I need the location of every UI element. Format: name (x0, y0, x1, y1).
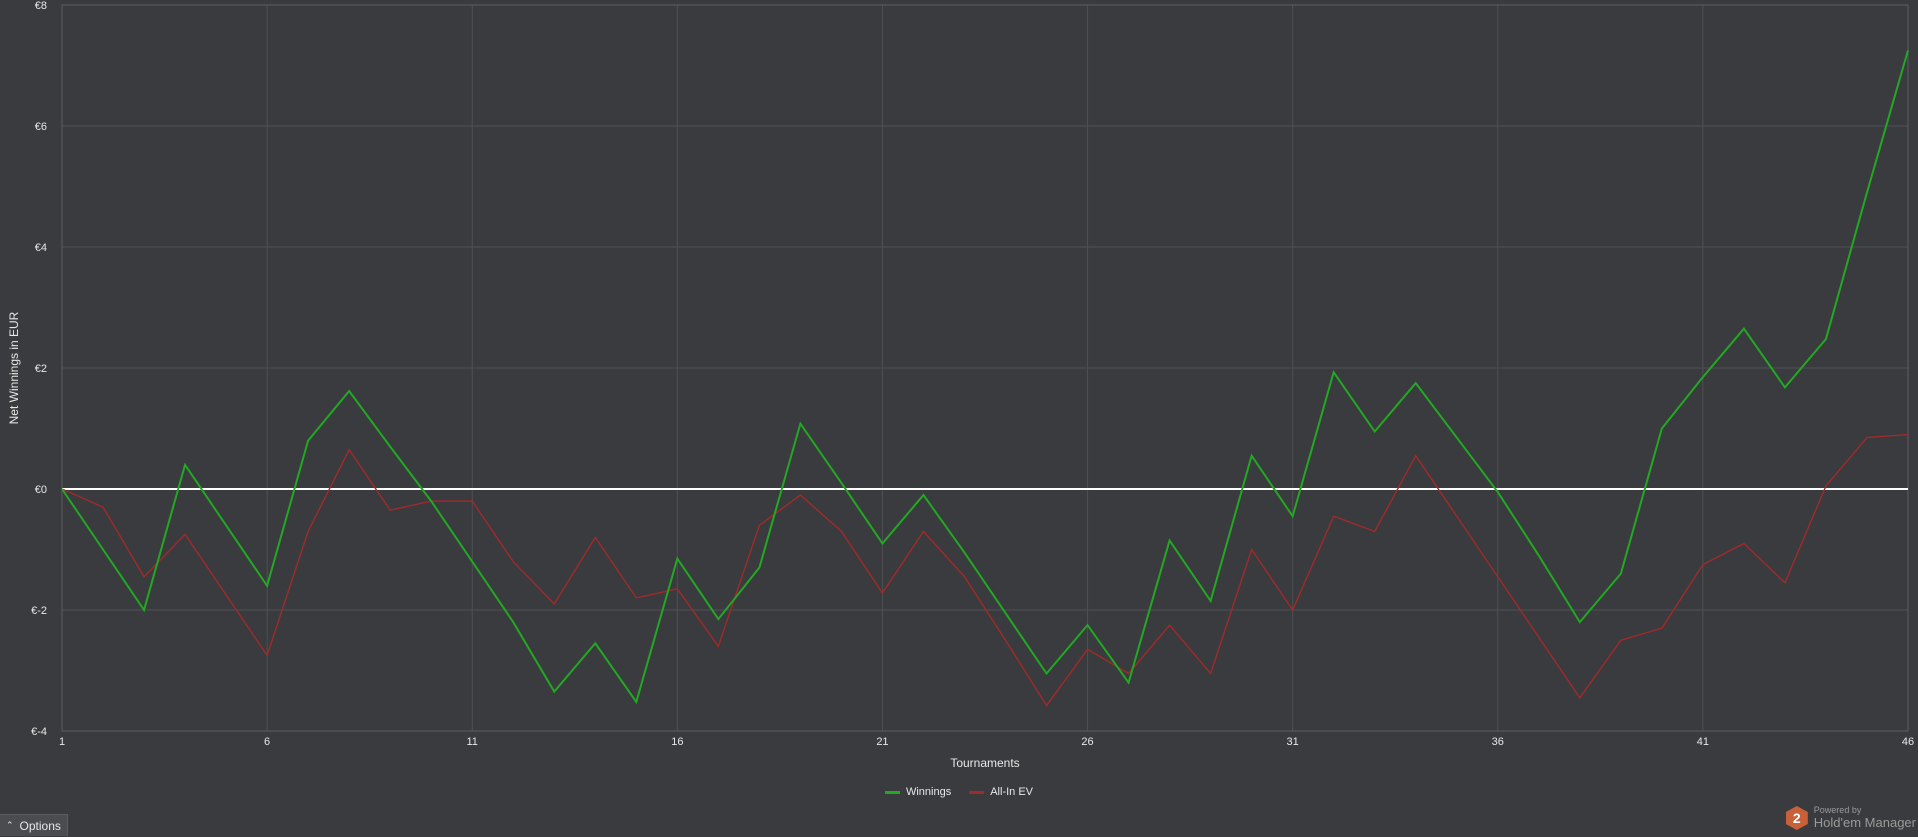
y-tick-label: €-4 (31, 726, 47, 738)
caret-up-icon: ⌃ (6, 820, 14, 830)
x-tick-label: 31 (1287, 736, 1299, 748)
y-axis-title: Net Winnings in EUR (7, 311, 21, 424)
x-tick-label: 6 (264, 736, 270, 748)
series-line-winnings (61, 50, 1909, 705)
series-layer (61, 50, 1909, 707)
legend: Winnings All-In EV (0, 786, 1918, 798)
legend-label-winnings: Winnings (905, 786, 952, 798)
y-tick-label: €0 (35, 484, 47, 496)
x-axis-title: Tournaments (950, 756, 1019, 770)
legend-item-all-in-ev[interactable]: All-In EV (969, 786, 1033, 798)
x-tick-label: 36 (1492, 736, 1504, 748)
x-tick-label: 21 (876, 736, 888, 748)
options-label: Options (19, 818, 61, 833)
y-axis-ticks: €-4 €-2 €0 €2 €4 €6 €8 (31, 0, 47, 738)
holdem-manager-logo-icon: 2 (1785, 806, 1808, 830)
logo-number: 2 (1792, 810, 1801, 826)
x-tick-label: 1 (59, 736, 65, 748)
powered-by-text: Powered by (1813, 805, 1862, 816)
grid (61, 4, 1909, 732)
x-tick-label: 26 (1081, 736, 1093, 748)
legend-item-winnings[interactable]: Winnings (884, 786, 952, 798)
y-tick-label: €2 (35, 363, 47, 375)
legend-swatch-all-in-ev (969, 790, 985, 794)
brand-name: Hold'em Manager (1813, 814, 1916, 830)
y-tick-label: €8 (35, 0, 47, 12)
x-tick-label: 46 (1902, 736, 1914, 748)
x-tick-label: 11 (467, 736, 478, 748)
legend-swatch-winnings (884, 790, 900, 794)
legend-label-all-in-ev: All-In EV (990, 786, 1034, 798)
x-axis-ticks: 1 6 11 16 21 26 31 36 41 46 (59, 736, 1914, 748)
y-tick-label: €4 (35, 242, 47, 254)
series-line-all-in-ev (61, 433, 1909, 707)
y-tick-label: €6 (35, 121, 47, 133)
x-tick-label: 41 (1697, 736, 1709, 748)
options-button[interactable]: ⌃ Options (0, 814, 68, 836)
x-tick-label: 16 (671, 736, 683, 748)
plot-frame (61, 4, 1909, 732)
y-tick-label: €-2 (31, 605, 47, 617)
branding: 2 Powered by Hold'em Manager (1785, 805, 1916, 830)
